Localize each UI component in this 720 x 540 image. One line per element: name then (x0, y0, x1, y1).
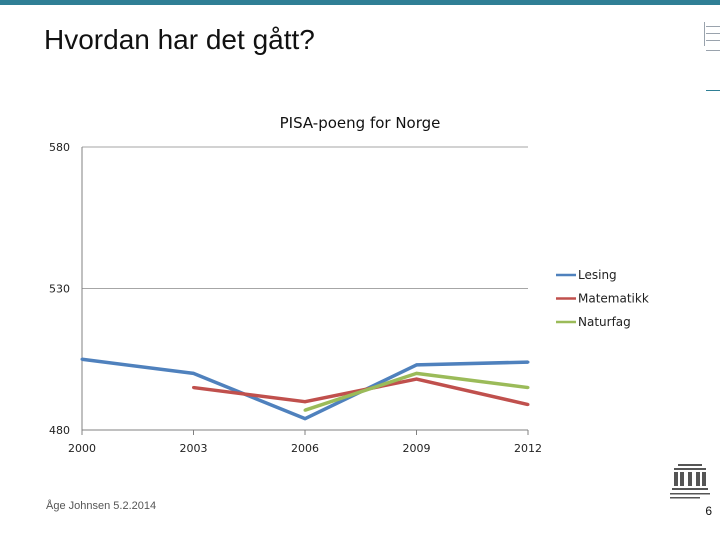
x-tick-label: 2009 (403, 442, 431, 455)
x-tick-label: 2006 (291, 442, 319, 455)
data-point-naturfag (303, 408, 307, 412)
x-tick-label: 2012 (514, 442, 542, 455)
data-point-matematikk (526, 403, 530, 407)
y-tick-label: 530 (49, 283, 70, 296)
data-point-naturfag (526, 386, 530, 390)
page-number: 6 (705, 504, 712, 518)
legend-label-matematikk: Matematikk (578, 292, 649, 306)
legend: Lesing Matematikk Naturfag (556, 268, 649, 329)
slide-title: Hvordan har det gått? (44, 24, 315, 55)
series-layer (80, 357, 530, 421)
university-logo-icon (670, 464, 710, 499)
data-point-lesing (415, 363, 418, 367)
axis-layer: 480 530 580 2000 2003 2006 2009 2012 (49, 141, 542, 455)
legend-label-lesing: Lesing (578, 268, 617, 282)
data-point-lesing (192, 371, 195, 375)
data-point-matematikk (192, 386, 195, 390)
data-point-lesing (526, 360, 530, 364)
legend-label-naturfag: Naturfag (578, 315, 631, 329)
data-point-matematikk (303, 400, 307, 404)
data-point-lesing (80, 357, 84, 361)
top-accent-bar (0, 0, 720, 5)
data-point-lesing (303, 417, 307, 421)
chart-title: PISA-poeng for Norge (279, 114, 441, 132)
x-tick-label: 2000 (68, 442, 96, 455)
footer-author-date: Åge Johnsen 5.2.2014 (46, 500, 157, 512)
data-point-matematikk (415, 377, 418, 381)
y-tick-label: 580 (49, 141, 70, 154)
y-tick-label: 480 (49, 424, 70, 437)
x-tick-label: 2003 (180, 442, 208, 455)
data-point-naturfag (415, 371, 418, 375)
